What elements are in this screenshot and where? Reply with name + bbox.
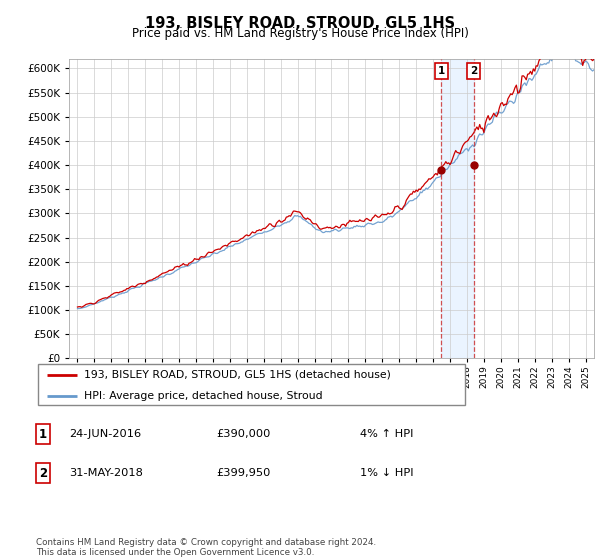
Text: Contains HM Land Registry data © Crown copyright and database right 2024.
This d: Contains HM Land Registry data © Crown c… — [36, 538, 376, 557]
Text: £399,950: £399,950 — [216, 468, 271, 478]
Text: 1% ↓ HPI: 1% ↓ HPI — [360, 468, 413, 478]
Text: 193, BISLEY ROAD, STROUD, GL5 1HS (detached house): 193, BISLEY ROAD, STROUD, GL5 1HS (detac… — [83, 370, 391, 380]
Text: £390,000: £390,000 — [216, 429, 271, 439]
Text: 24-JUN-2016: 24-JUN-2016 — [69, 429, 141, 439]
Text: 193, BISLEY ROAD, STROUD, GL5 1HS: 193, BISLEY ROAD, STROUD, GL5 1HS — [145, 16, 455, 31]
Text: 4% ↑ HPI: 4% ↑ HPI — [360, 429, 413, 439]
Text: 1: 1 — [39, 427, 47, 441]
Text: 31-MAY-2018: 31-MAY-2018 — [69, 468, 143, 478]
Text: 2: 2 — [470, 67, 478, 76]
Text: 1: 1 — [437, 67, 445, 76]
Text: HPI: Average price, detached house, Stroud: HPI: Average price, detached house, Stro… — [83, 391, 322, 401]
Text: 2: 2 — [39, 466, 47, 480]
Bar — [441, 59, 474, 358]
Text: Price paid vs. HM Land Registry's House Price Index (HPI): Price paid vs. HM Land Registry's House … — [131, 27, 469, 40]
FancyBboxPatch shape — [38, 364, 465, 405]
